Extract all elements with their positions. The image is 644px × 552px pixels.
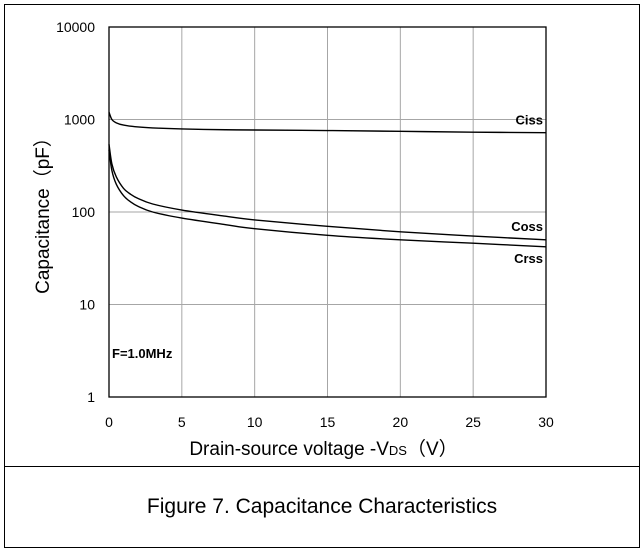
plot-border: [108, 26, 547, 398]
caption-divider: [4, 466, 640, 467]
x-tick-label-0: 0: [105, 414, 113, 430]
y-tick-label-1: 1: [87, 389, 95, 405]
series-label-coss: Coss: [511, 219, 543, 234]
tick-labels: 0 5 10 15 20 25 30 1 10 100 1000 10000: [56, 19, 554, 430]
x-tick-label-10: 10: [247, 414, 263, 430]
y-tick-label-10000: 10000: [56, 19, 95, 35]
series-label-crss: Crss: [514, 251, 543, 266]
y-axis-title: Capacitance（pF）: [32, 128, 54, 294]
x-axis-title-unit: （V）: [407, 438, 458, 460]
x-axis-title-subscript: DS: [389, 443, 407, 458]
y-tick-label-100: 100: [72, 204, 96, 220]
x-tick-label-5: 5: [178, 414, 186, 430]
series-group: Ciss Coss Crss: [108, 111, 547, 266]
series-label-ciss: Ciss: [516, 113, 543, 128]
grid-lines: [109, 27, 546, 397]
x-tick-label-20: 20: [393, 414, 409, 430]
y-tick-label-10: 10: [79, 297, 95, 313]
frequency-annotation: F=1.0MHz: [112, 346, 173, 361]
x-axis-title: Drain-source voltage -VDS（V）: [189, 438, 457, 460]
x-axis-title-main: Drain-source voltage -V: [189, 439, 389, 460]
figure-caption: Figure 7. Capacitance Characteristics: [146, 495, 498, 518]
figure-frame: [4, 4, 640, 548]
series-line-ciss: [108, 111, 547, 134]
x-tick-label-25: 25: [465, 414, 481, 430]
series-line-crss: [108, 149, 547, 248]
series-line-coss: [108, 144, 547, 241]
y-tick-label-1000: 1000: [64, 112, 95, 128]
x-tick-label-15: 15: [320, 414, 336, 430]
x-tick-label-30: 30: [538, 414, 554, 430]
